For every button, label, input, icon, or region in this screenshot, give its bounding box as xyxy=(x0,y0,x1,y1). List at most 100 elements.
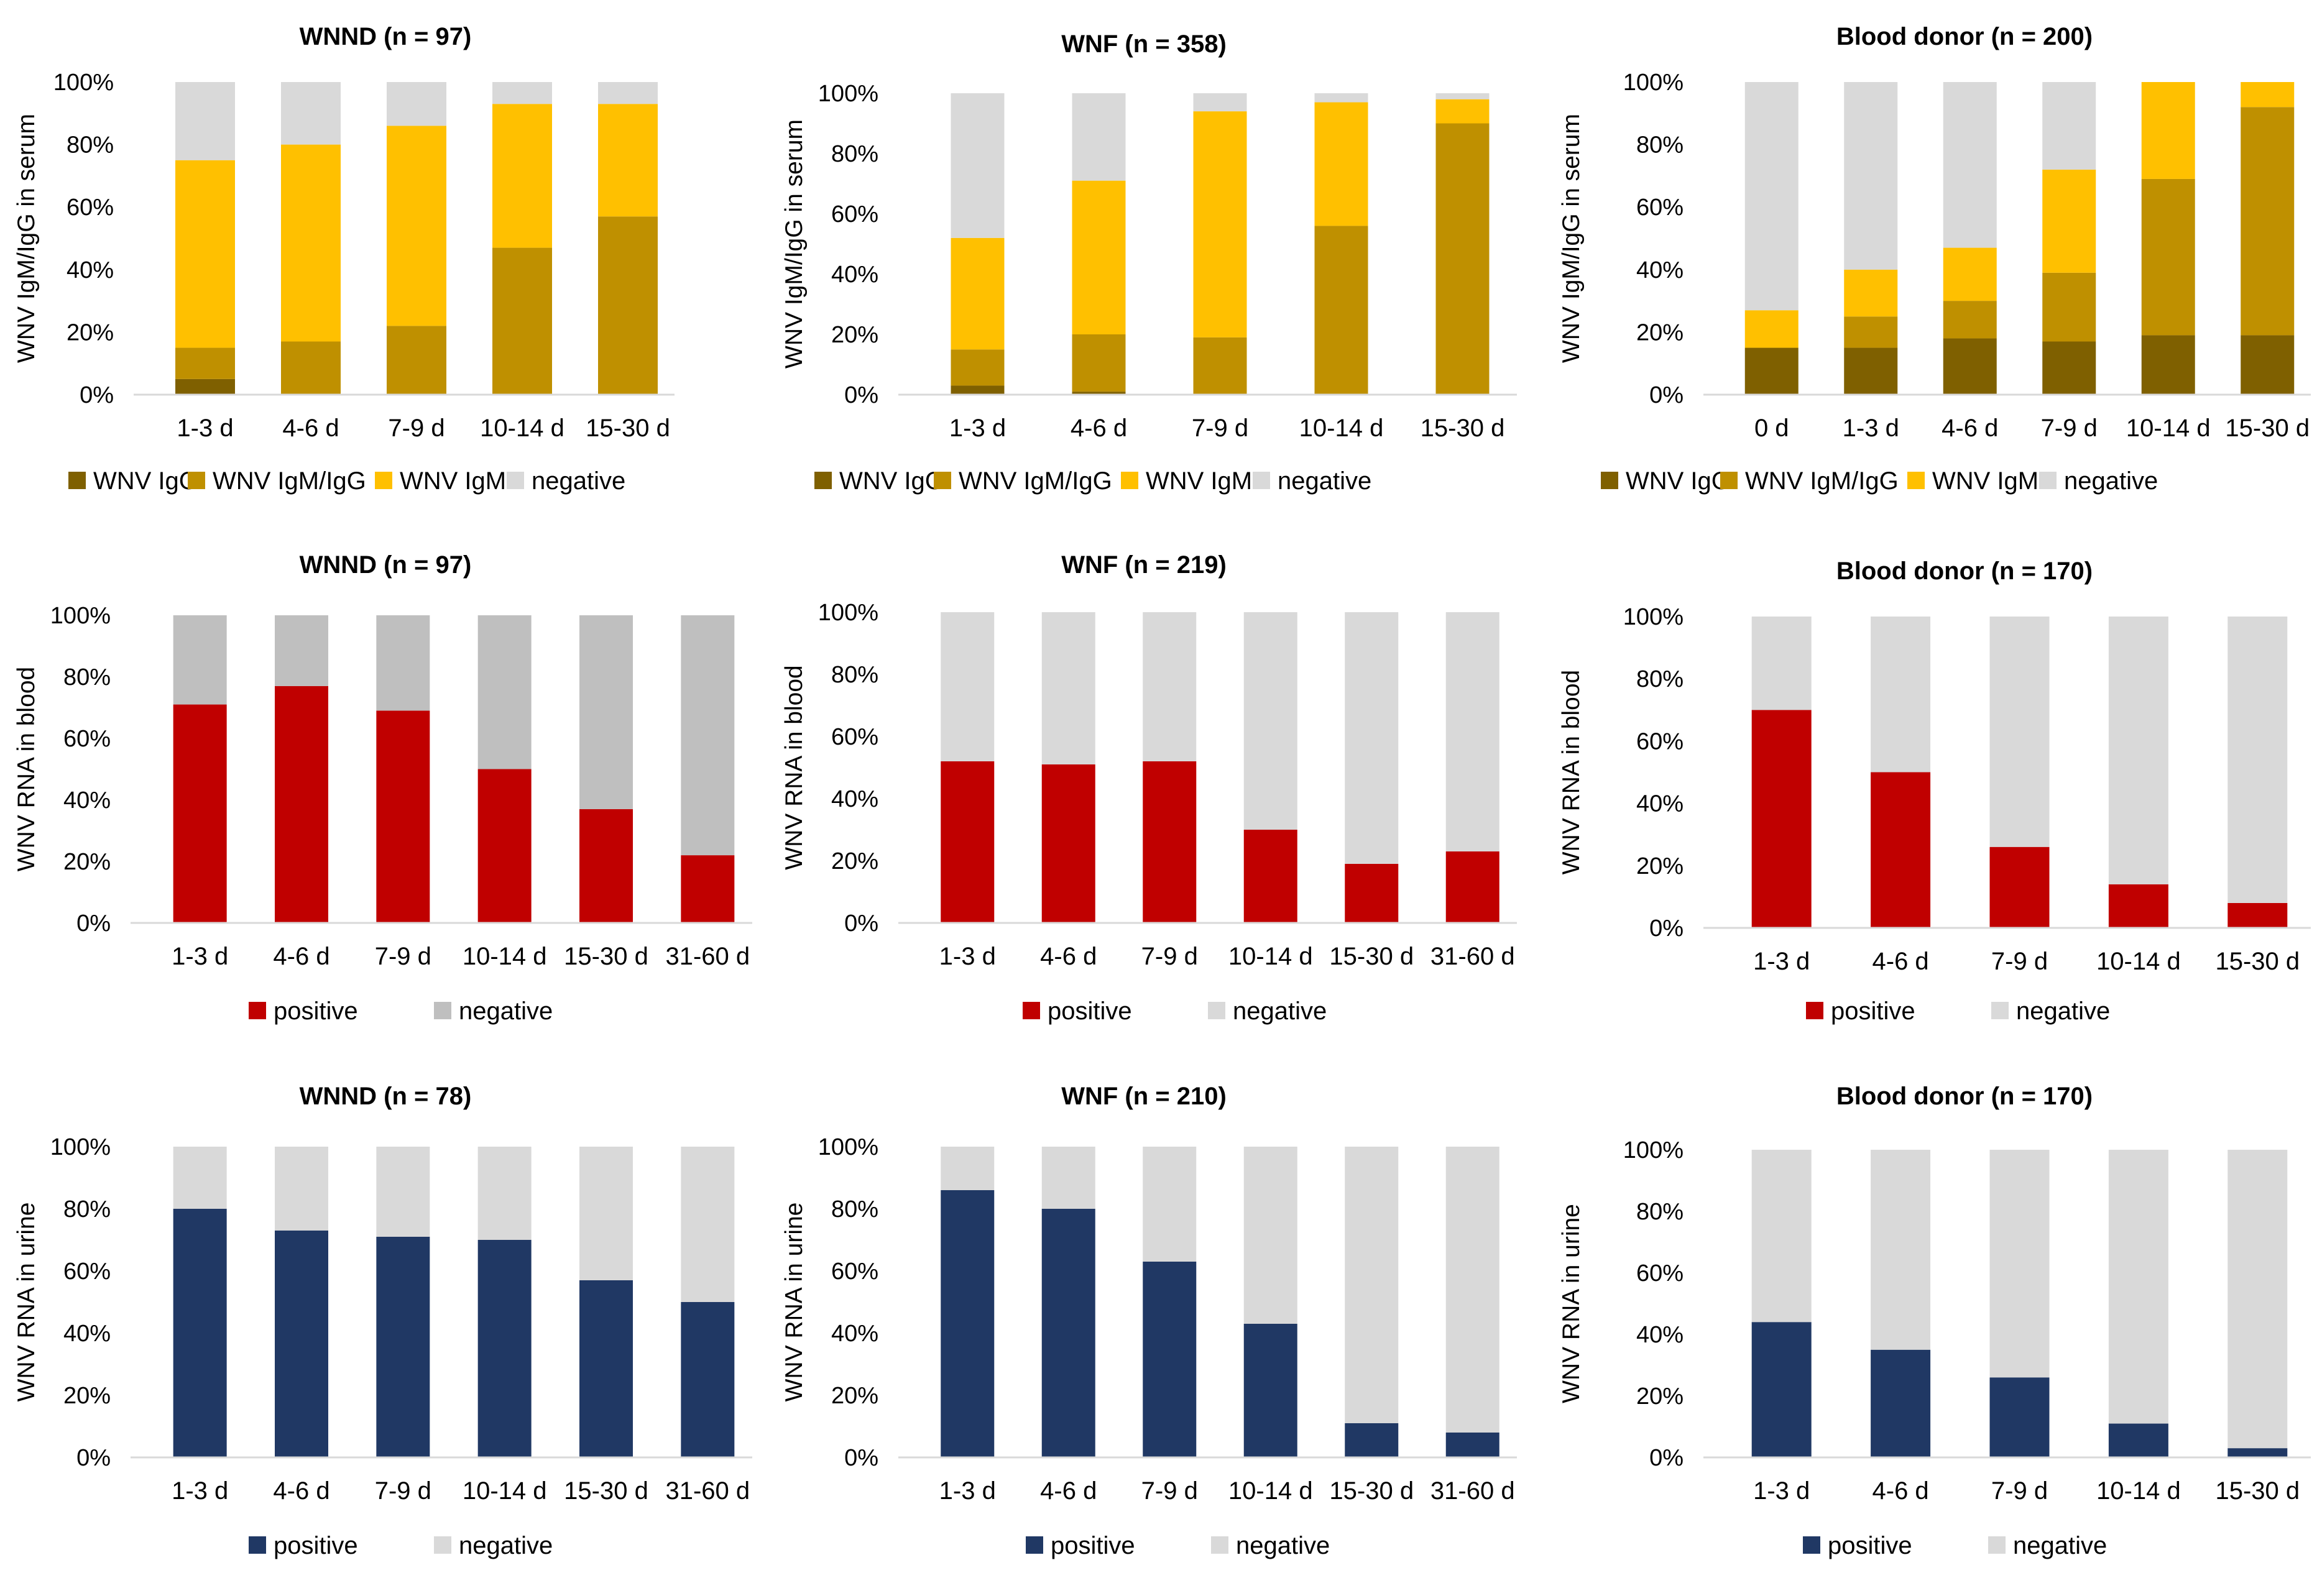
y-axis-label: WNV RNA in urine xyxy=(13,1203,40,1402)
bar-segment-negative xyxy=(1751,617,1812,710)
legend-swatch xyxy=(434,1002,451,1019)
chart-title: WNF (n = 219) xyxy=(1061,551,1227,579)
legend-label: negative xyxy=(532,467,625,495)
y-tick-label: 100% xyxy=(1623,1137,1684,1163)
legend-label: WNV IgM xyxy=(400,467,506,495)
bar-segment-wnv-igg xyxy=(2042,341,2096,395)
x-tick-label: 31-60 d xyxy=(1430,1477,1515,1505)
legend-label: positive xyxy=(1831,998,1915,1025)
y-axis-label: WNV RNA in blood xyxy=(1558,670,1585,874)
legend-swatch xyxy=(1988,1536,2006,1554)
x-tick-label: 1-3 d xyxy=(939,943,996,970)
chart-title: Blood donor (n = 170) xyxy=(1836,1083,2093,1110)
legend-swatch xyxy=(249,1536,266,1554)
y-axis-label: WNV IgM/IgG in serum xyxy=(13,114,40,363)
bar-segment-positive xyxy=(941,1190,995,1457)
bar-segment-wnv-igg xyxy=(1943,338,1997,395)
chart-panel-5: WNF (n = 219) WNV RNA in blood 0% 20% 40% 60%… xyxy=(781,551,1517,1025)
bar-segment-negative xyxy=(175,82,235,160)
x-tick-label: 10-14 d xyxy=(1228,943,1313,970)
legend-label: positive xyxy=(274,1532,358,1559)
y-tick-label: 20% xyxy=(831,1383,878,1409)
y-tick-label: 0% xyxy=(76,1445,111,1471)
bar-segment-positive xyxy=(1345,1423,1399,1457)
x-tick-label: 4-6 d xyxy=(273,943,329,970)
bar-segment-wnv-igm xyxy=(1844,269,1898,317)
bar-segment-positive xyxy=(2108,884,2168,928)
y-tick-label: 80% xyxy=(67,132,114,158)
chart-panel-1: WNND (n = 97) WNV IgM/IgG in serum 0% 20% 40… xyxy=(13,23,675,495)
legend-label: WNV IgG xyxy=(93,467,198,495)
y-tick-label: 100% xyxy=(818,1134,878,1160)
y-tick-label: 0% xyxy=(1649,382,1684,408)
x-tick-label: 7-9 d xyxy=(375,943,431,970)
bar-segment-positive xyxy=(2108,1423,2168,1457)
x-tick-label: 15-30 d xyxy=(564,1477,648,1505)
bar-segment-negative xyxy=(1435,93,1490,99)
y-tick-label: 80% xyxy=(63,1196,111,1222)
bar-segment-positive xyxy=(1243,1324,1297,1457)
bar-segment-positive xyxy=(1143,1262,1197,1457)
y-tick-label: 100% xyxy=(50,603,111,629)
x-tick-label: 10-14 d xyxy=(480,415,564,442)
x-tick-label: 7-9 d xyxy=(375,1477,431,1505)
bar-segment-positive xyxy=(2227,902,2288,928)
bar-segment-negative xyxy=(281,82,341,145)
y-tick-label: 100% xyxy=(50,1134,111,1160)
legend-swatch xyxy=(1208,1002,1225,1019)
legend-label: negative xyxy=(459,998,553,1025)
bar-segment-positive xyxy=(1041,764,1095,923)
bar-segment-negative xyxy=(1445,1147,1499,1433)
bar-segment-positive xyxy=(477,769,532,923)
chart-panel-9: Blood donor (n = 170) WNV RNA in urine 0% 2… xyxy=(1558,1083,2311,1559)
legend-swatch xyxy=(1121,472,1138,489)
legend-swatch xyxy=(1803,1536,1820,1554)
legend-swatch xyxy=(1026,1536,1043,1554)
x-tick-label: 10-14 d xyxy=(2096,948,2181,975)
bar-segment-negative xyxy=(681,1147,735,1302)
bar-segment-wnv-igm xyxy=(2241,82,2295,108)
chart-title: WNND (n = 78) xyxy=(300,1083,472,1110)
bar-segment-wnv-igm xyxy=(951,237,1005,350)
y-tick-label: 80% xyxy=(1636,666,1684,692)
legend-label: negative xyxy=(2013,1532,2107,1559)
bar-segment-negative xyxy=(1989,617,2050,847)
x-tick-label: 15-30 d xyxy=(1421,415,1505,442)
bar-segment-negative xyxy=(2108,1150,2168,1424)
bar-segment-wnv-igg xyxy=(951,385,1005,395)
bar-segment-negative xyxy=(2108,617,2168,884)
bar-segment-negative xyxy=(1041,612,1095,764)
y-tick-label: 20% xyxy=(63,849,111,875)
y-tick-label: 60% xyxy=(67,195,114,221)
legend-label: negative xyxy=(1236,1532,1330,1559)
bar-segment-negative xyxy=(1943,82,1997,248)
chart-title: Blood donor (n = 200) xyxy=(1836,23,2093,50)
bar-segment-negative xyxy=(275,1147,328,1231)
bar-segment-wnv-igm xyxy=(1193,111,1247,337)
bar-segment-negative xyxy=(492,82,552,104)
y-axis-label: WNV RNA in urine xyxy=(781,1203,808,1402)
bar-segment-negative xyxy=(579,615,633,809)
bar-segment-positive xyxy=(1751,1322,1812,1457)
legend-label: positive xyxy=(1051,1532,1135,1559)
x-tick-label: 15-30 d xyxy=(2225,415,2310,442)
x-tick-label: 31-60 d xyxy=(1430,943,1515,970)
bar-segment-negative xyxy=(1143,612,1197,761)
x-tick-label: 1-3 d xyxy=(949,415,1006,442)
bar-segment-wnv-igm xyxy=(175,160,235,348)
bar-segment-wnv-igm xyxy=(1314,102,1368,226)
y-axis-label: WNV RNA in blood xyxy=(781,665,808,869)
legend-label: WNV IgM xyxy=(1146,467,1252,495)
bar-segment-wnv-igg xyxy=(2141,335,2195,395)
y-tick-label: 60% xyxy=(831,201,878,227)
chart-panel-7: WNND (n = 78) WNV RNA in urine 0% 20% 40% 60%… xyxy=(13,1083,752,1559)
y-tick-label: 40% xyxy=(831,786,878,812)
bar-segment-wnv-igm-igg xyxy=(598,216,658,395)
y-tick-label: 40% xyxy=(1636,257,1684,283)
y-tick-label: 0% xyxy=(844,382,878,408)
bar-segment-positive xyxy=(1445,851,1499,923)
bar-segment-negative xyxy=(1193,93,1247,112)
y-tick-label: 0% xyxy=(1649,1445,1684,1471)
chart-panel-4: WNND (n = 97) WNV RNA in blood 0% 20% 40% 60%… xyxy=(13,551,752,1025)
x-tick-label: 1-3 d xyxy=(172,943,228,970)
